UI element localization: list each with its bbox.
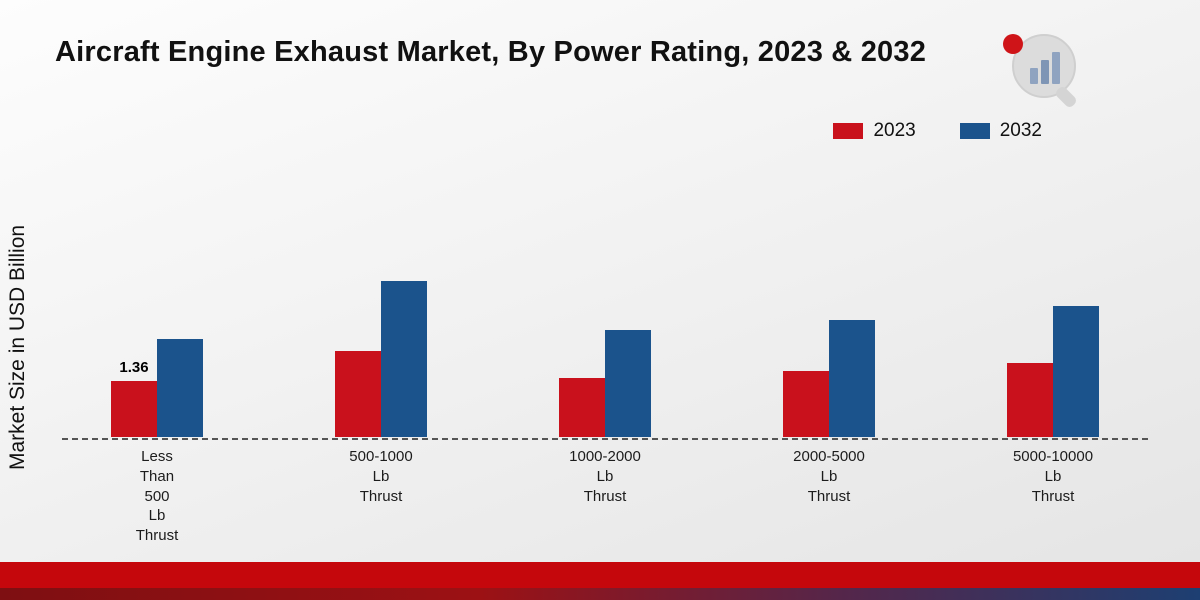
legend-swatch-2023: [833, 123, 864, 139]
bar-2023-cat4: [1007, 363, 1053, 437]
bar-pair: [335, 281, 427, 437]
chart-title: Aircraft Engine Exhaust Market, By Power…: [55, 36, 927, 68]
bar-2023-cat0: 1.36: [111, 359, 157, 437]
bar-2032-cat2: [605, 330, 651, 437]
legend-item-2023: 2023: [833, 120, 916, 142]
category-label-2: 1000-2000 Lb Thrust: [569, 448, 641, 505]
bar-pair: [1007, 305, 1099, 437]
category-label-0: Less Than 500 Lb Thrust: [135, 448, 179, 545]
legend: 2023 2032: [833, 120, 1042, 142]
footer-band: [0, 562, 1200, 588]
bar-pair: [559, 330, 651, 437]
bar-2023-cat2: [559, 377, 605, 437]
bar-2032-cat3: [829, 320, 875, 437]
bar-pair: 1.36: [111, 338, 203, 437]
brand-logo: [996, 28, 1082, 117]
y-axis-label: Market Size in USD Billion: [6, 224, 29, 470]
bar-value-label: 1.36: [119, 359, 149, 377]
bar-2023-cat3: [783, 371, 829, 437]
bar-2032-cat4: [1053, 305, 1099, 437]
category-label-4: 5000-10000 Lb Thrust: [1012, 448, 1094, 505]
category-label-3: 2000-5000 Lb Thrust: [793, 448, 865, 505]
footer-gradient-strip: [0, 588, 1200, 600]
legend-swatch-2032: [959, 123, 990, 139]
category-label-1: 500-1000 Lb Thrust: [349, 448, 413, 505]
bar-2023-cat1: [335, 350, 381, 437]
bar-2032-cat1: [381, 281, 427, 437]
bar-pair: [783, 320, 875, 437]
legend-item-2032: 2032: [959, 120, 1042, 142]
legend-label-2023: 2023: [873, 120, 916, 141]
bar-2032-cat0: [157, 338, 203, 437]
magnifier-barchart-icon: [1003, 34, 1076, 107]
legend-label-2032: 2032: [999, 120, 1042, 141]
x-axis-baseline: [62, 438, 1148, 440]
